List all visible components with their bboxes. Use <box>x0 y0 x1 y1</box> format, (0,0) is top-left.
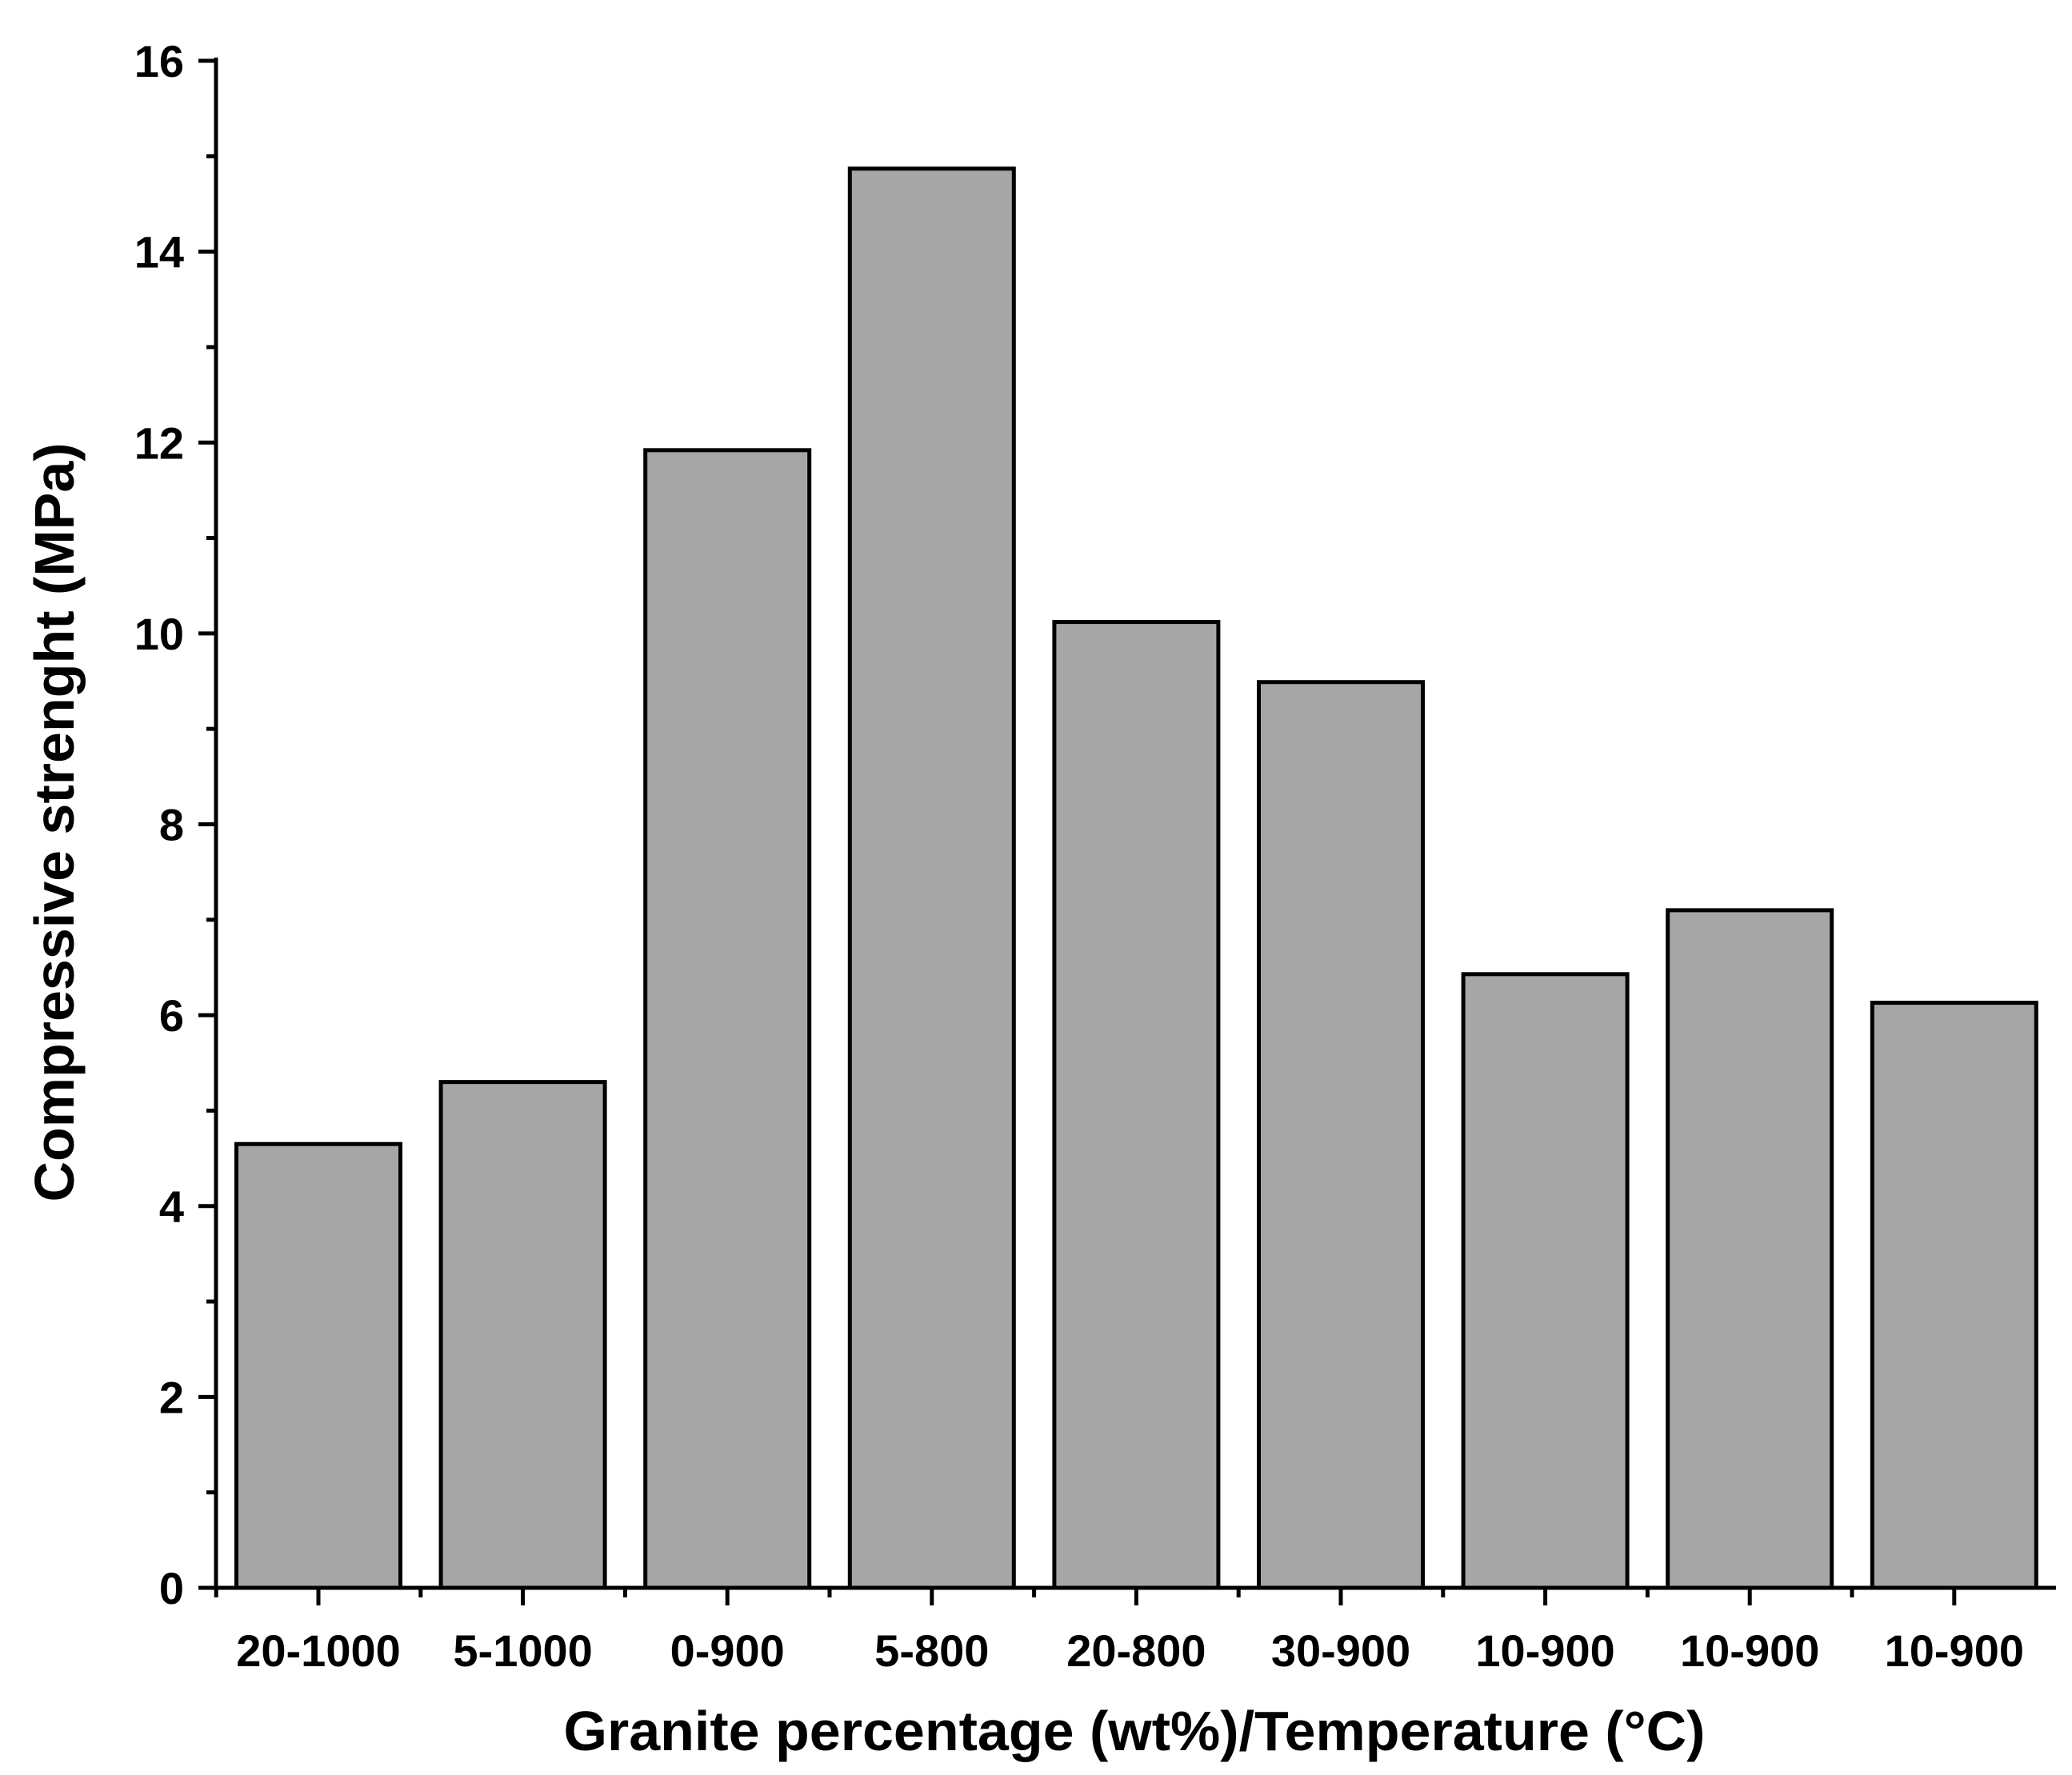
y-axis-title: Compressive strenght (MPa) <box>23 442 86 1201</box>
y-tick-label-3: 6 <box>159 990 184 1041</box>
x-tick-label-8: 10-900 <box>1680 1625 1819 1676</box>
y-tick-label-1: 2 <box>159 1372 184 1422</box>
bar-2 <box>438 1080 607 1590</box>
y-tick-label-6: 12 <box>134 418 184 468</box>
bars-layer <box>234 166 2038 1590</box>
bar-6 <box>1257 680 1425 1590</box>
x-tick-label-3: 0-900 <box>670 1625 785 1676</box>
bar-4 <box>847 166 1016 1590</box>
x-axis-title: Granite percentage (wt%)/Temperature (°C… <box>564 1700 1706 1762</box>
x-tick-label-9: 10-900 <box>1885 1625 2024 1676</box>
y-tick-label-5: 10 <box>134 609 184 659</box>
x-tick-label-6: 30-900 <box>1271 1625 1410 1676</box>
x-tick-label-2: 5-1000 <box>453 1625 592 1676</box>
y-tick-label-0: 0 <box>159 1563 184 1613</box>
y-tick-label-2: 4 <box>159 1181 184 1232</box>
y-tick-label-7: 14 <box>134 227 184 278</box>
bar-9 <box>1870 1001 2038 1590</box>
bar-7 <box>1461 972 1630 1590</box>
x-tick-label-1: 20-1000 <box>236 1625 401 1676</box>
x-tick-label-4: 5-800 <box>874 1625 989 1676</box>
x-tick-label-5: 20-800 <box>1066 1625 1206 1676</box>
bar-3 <box>643 448 812 1590</box>
bar-1 <box>234 1141 402 1590</box>
bar-8 <box>1666 908 1834 1590</box>
x-tick-label-7: 10-900 <box>1475 1625 1614 1676</box>
y-tick-label-8: 16 <box>134 36 184 86</box>
ticks-layer: 20-1000 5-1000 0-900 5-800 20-800 30-900 10-90… <box>134 36 2024 1676</box>
bar-5 <box>1052 620 1221 1590</box>
y-tick-label-4: 8 <box>159 800 184 850</box>
